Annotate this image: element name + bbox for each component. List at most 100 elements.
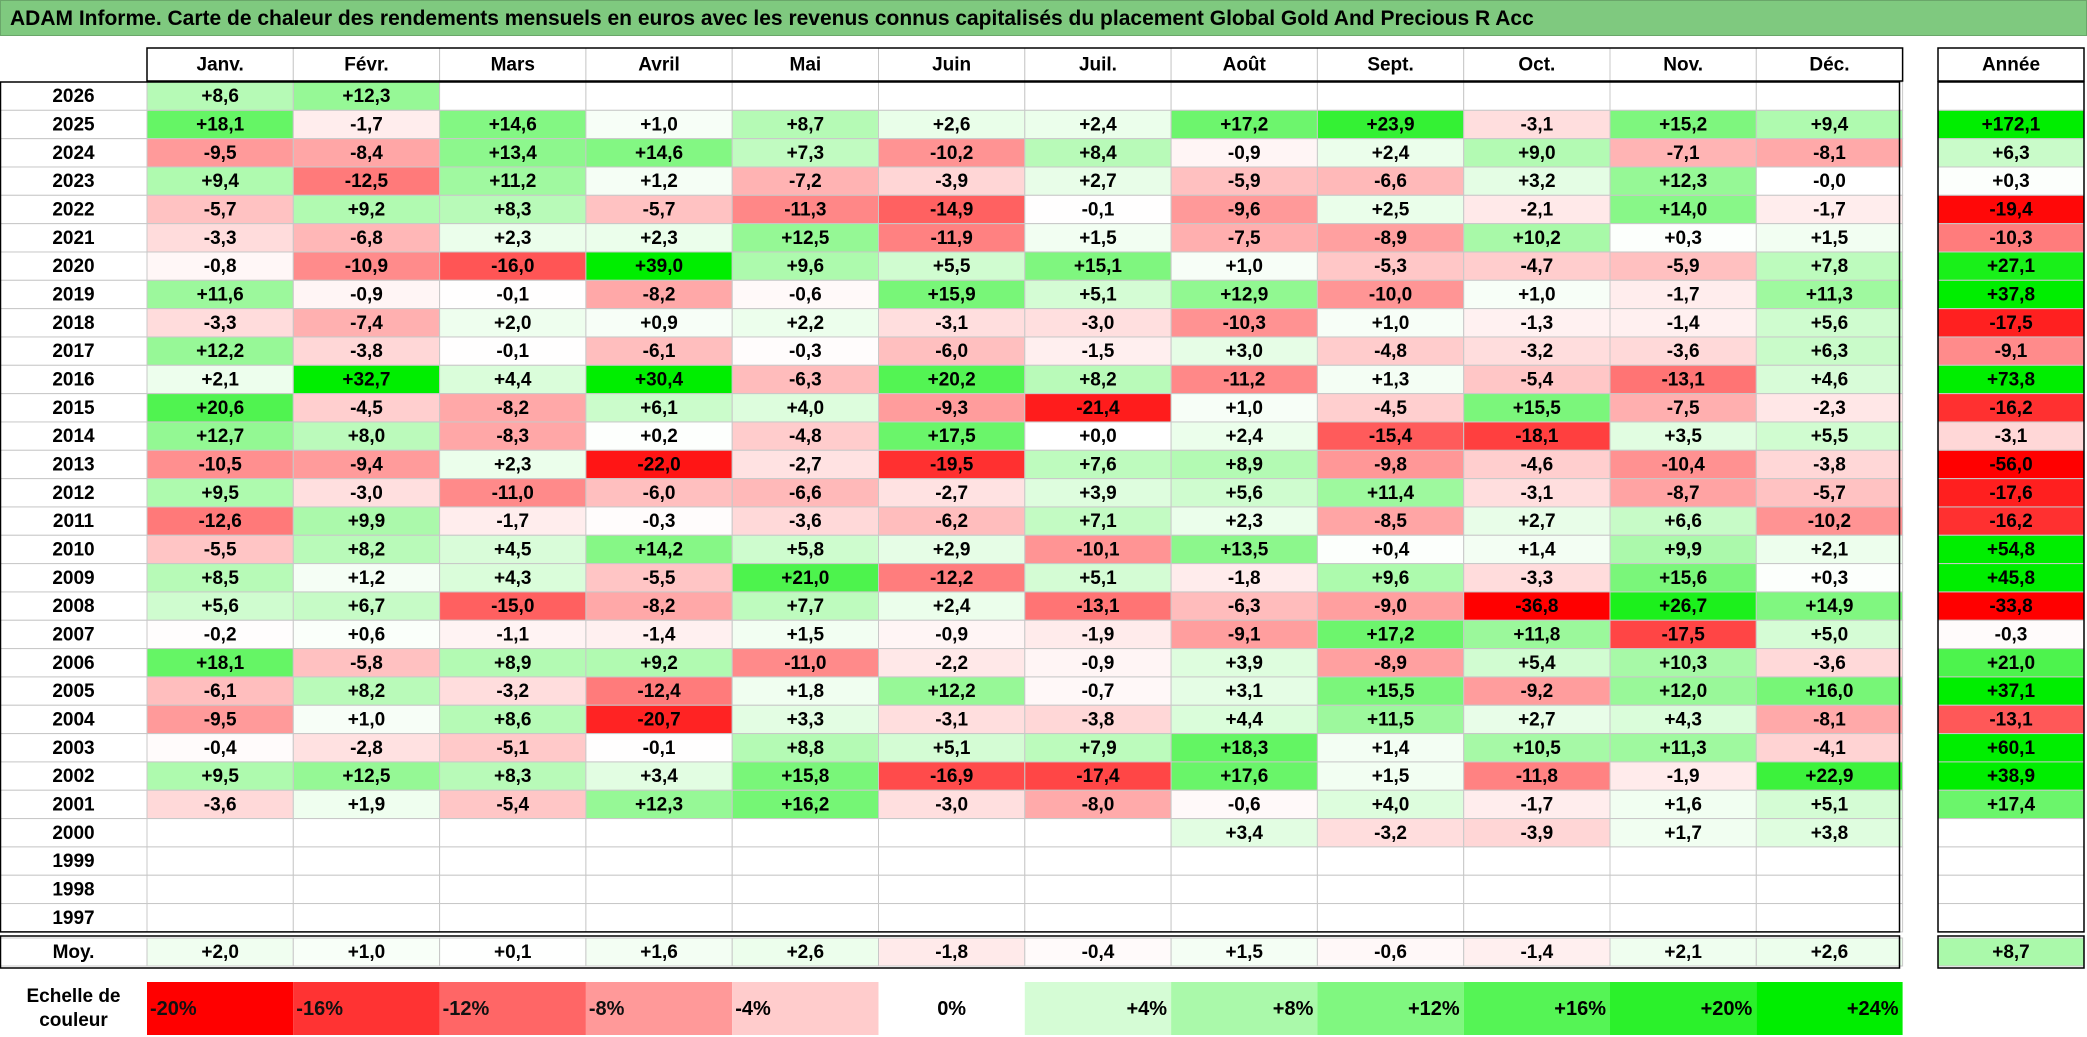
heatmap-cell [1316,563,1465,593]
year-label: 2006 [52,653,94,674]
heatmap-cell-value: +9,2 [640,653,678,674]
heatmap-cell-value: -21,4 [1076,398,1120,419]
color-scale-swatch [147,982,294,1035]
average-cell-value: +2,1 [1664,942,1702,963]
heatmap-cell [292,393,441,423]
heatmap-cell-value: -3,1 [1520,115,1553,136]
heatmap-cell-value: +2,7 [1518,709,1556,730]
color-scale-swatch [732,982,879,1035]
heatmap-cell-value: -17,5 [1661,624,1705,645]
heatmap-cell [146,761,294,791]
heatmap-cell-value: +16,0 [1805,681,1853,702]
heatmap-cell [1463,393,1611,423]
heatmap-cell-value: +15,9 [928,284,976,305]
heatmap-cell-value: +2,2 [787,313,825,334]
heatmap-cell [1316,109,1465,140]
heatmap-cell [1755,733,1904,763]
heatmap-cell-value: +20,2 [928,369,976,390]
heatmap-cell-value: -2,2 [935,653,968,674]
heatmap-cell [1170,109,1318,140]
heatmap-cell [146,194,294,225]
color-scale-stop-label: 0% [937,998,966,1020]
heatmap-cell-value: -0,3 [789,341,822,362]
heatmap-cell [146,591,294,621]
year-label-cell [0,591,148,621]
heatmap-cell-value: +5,5 [933,256,971,277]
heatmap-cell [1463,308,1611,338]
heatmap-cell-value: +15,6 [1659,568,1707,589]
heatmap-cell [439,138,587,168]
heatmap-cell [146,251,294,281]
heatmap-cell-value: +3,0 [1225,341,1263,362]
heatmap-cell [292,846,441,876]
heatmap-cell-value: +12,3 [1659,171,1707,192]
average-label: Moy. [53,942,95,963]
heatmap-cell-value: +2,3 [640,228,678,249]
heatmap-cell-value: +15,8 [781,766,829,787]
year-label: 1999 [52,851,94,872]
heatmap-cell-value: -2,7 [789,454,822,475]
heatmap-cell [1755,109,1904,140]
heatmap-cell-value: -11,0 [784,653,826,674]
heatmap-cell-value: -10,2 [930,143,973,164]
annual-cell-value: -56,0 [1989,454,2032,475]
heatmap-cell-value: -5,5 [643,568,676,589]
month-header-label: Avril [638,55,680,76]
heatmap-cell-value: -6,6 [1374,171,1407,192]
heatmap-cell-value: -1,8 [1228,568,1261,589]
heatmap-cell-value: -3,9 [935,171,968,192]
heatmap-cell-value: +5,6 [1811,313,1849,334]
annual-cell-value: -3,1 [1995,426,2028,447]
heatmap-cell-value: -8,9 [1374,653,1407,674]
year-label-cell [0,733,148,763]
heatmap-cell [1316,506,1465,536]
average-cell-value: -1,8 [935,942,968,963]
heatmap-cell-value: -1,4 [643,624,676,645]
heatmap-cell-value: +0,4 [1372,539,1410,560]
heatmap-cell-value: +1,5 [1372,766,1410,787]
average-annual-frame [1937,935,2085,969]
average-cell [146,937,294,967]
heatmap-cell-value: -9,1 [1228,624,1261,645]
heatmap-cell-value: -11,3 [784,200,826,221]
heatmap-cell-value: +17,6 [1220,766,1268,787]
year-label: 2024 [52,143,95,164]
heatmap-cell [1316,874,1465,905]
heatmap-cell [146,648,294,678]
month-header-label: Juin [932,55,971,76]
heatmap-cell-value: -7,4 [350,313,383,334]
heatmap-cell-value: +10,2 [1513,228,1561,249]
heatmap-cell-value: -8,2 [643,596,676,617]
heatmap-cell [1316,704,1465,735]
heatmap-cell [1024,789,1172,820]
heatmap-cell-value: -10,4 [1661,454,1705,475]
heatmap-cell [1024,421,1172,451]
average-cell [878,937,1026,967]
annual-cell-value: -9,1 [1995,341,2028,362]
year-label: 2010 [52,539,94,560]
heatmap-cell [146,109,294,140]
heatmap-cell [1316,194,1465,225]
annual-cell-value: -16,2 [1989,398,2032,419]
heatmap-cell-value: +2,4 [1225,426,1263,447]
heatmap-cell [1755,81,1904,111]
heatmap-cell [439,874,587,905]
heatmap-cell-value: +7,7 [787,596,825,617]
heatmap-cell-value: +3,5 [1664,426,1702,447]
heatmap-cell [1316,364,1465,395]
annual-cell [1937,619,2085,650]
annual-cell-value: +6,3 [1992,143,2030,164]
annual-cell-value: +37,8 [1987,284,2035,305]
heatmap-cell-value: -13,1 [1076,596,1120,617]
heatmap-cell [1755,336,1904,366]
heatmap-cell-value: +2,3 [1225,511,1263,532]
heatmap-cell [1024,364,1172,395]
heatmap-cell [878,364,1026,395]
heatmap-cell [585,648,733,678]
heatmap-cell-value: +2,1 [1811,539,1849,560]
heatmap-cell-value: +5,6 [1225,483,1263,504]
annual-cell-value: -13,1 [1989,709,2033,730]
heatmap-cell-value: +5,1 [1079,284,1117,305]
month-header-label: Août [1223,55,1267,76]
heatmap-cell-value: +4,0 [787,398,825,419]
